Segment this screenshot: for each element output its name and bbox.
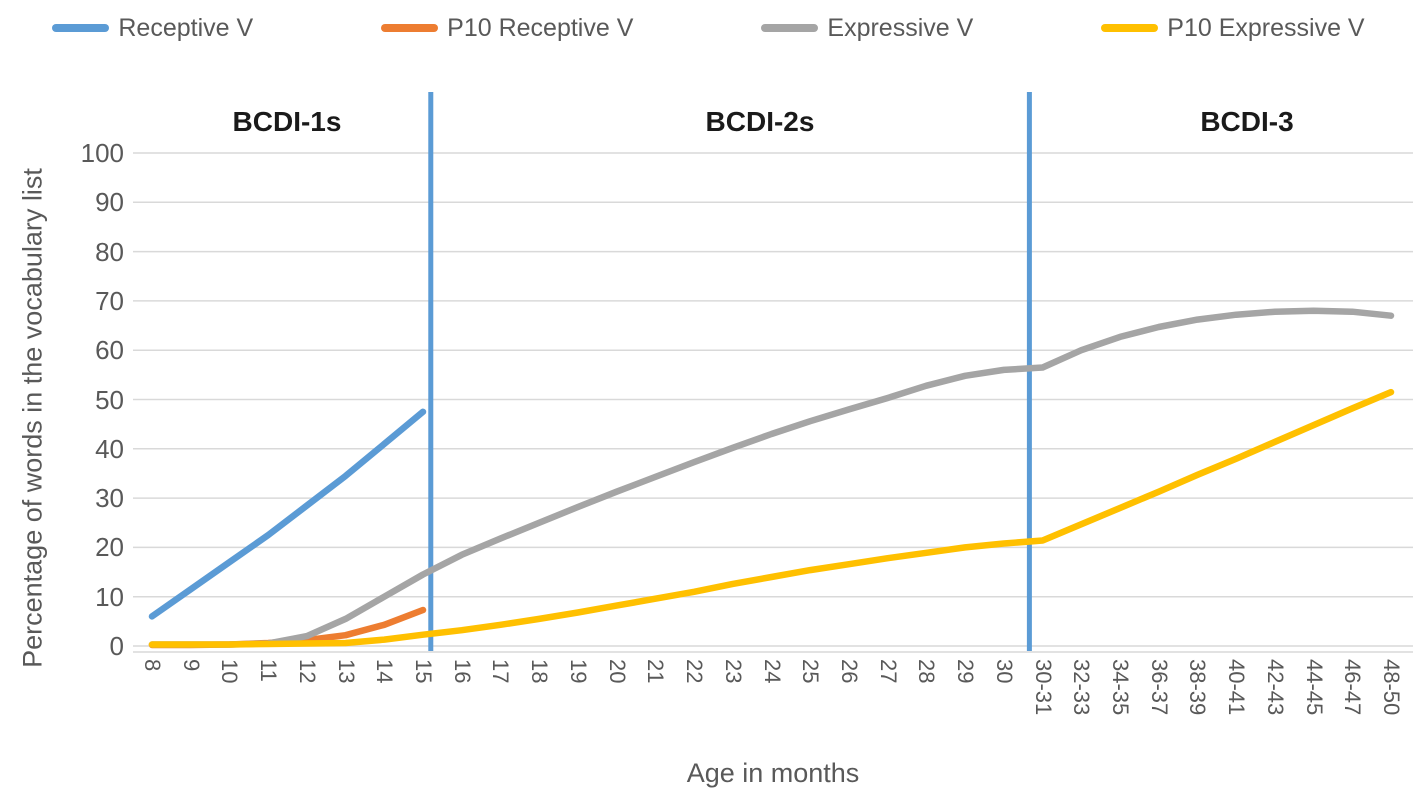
x-tick-label: 8 [140,659,165,672]
x-tick-label: 16 [449,659,475,684]
legend-item: P10 Receptive V [381,14,633,43]
x-tick-label: 12 [294,659,320,684]
x-axis-title: Age in months [686,758,860,788]
x-tick-label: 11 [256,659,282,682]
x-tick-label: 17 [488,659,514,684]
y-tick-label: 90 [95,187,124,218]
y-tick-label: 100 [80,138,124,168]
y-tick-label: 10 [95,581,124,612]
x-tick-label: 40-41 [1224,659,1250,716]
legend-label: P10 Receptive V [447,13,634,42]
x-tick-label: 26 [836,659,862,684]
x-tick-label: 36-37 [1146,659,1172,716]
x-tick-label: 18 [527,659,553,684]
legend-item: Expressive V [761,14,973,43]
x-tick-label: 29 [953,659,979,684]
x-tick-label: 30 [991,659,1017,684]
x-tick-label: 44-45 [1301,659,1327,716]
legend-label: Receptive V [118,13,254,42]
legend-marker-icon [1101,24,1159,32]
y-tick-label: 20 [95,532,124,563]
series-line-receptive-v [148,408,427,620]
x-tick-label: 23 [720,659,746,684]
x-tick-label: 9 [178,659,204,672]
x-tick-label: 15 [411,659,437,684]
legend-marker-icon [52,24,110,32]
x-tick-label: 34-35 [1108,659,1133,716]
x-tick-label: 42-43 [1262,659,1288,716]
x-tick-label: 10 [217,659,243,684]
x-tick-label: 21 [643,659,669,684]
x-tick-label: 20 [604,659,630,684]
legend: Receptive V P10 Receptive V Expressive V P1… [0,12,1417,44]
y-tick-label: 80 [95,236,124,267]
legend-item: Receptive V [52,14,253,43]
x-tick-label: 14 [372,659,398,684]
section-label: BCDI-2s [705,106,815,137]
y-tick-label: 40 [95,433,124,464]
section-label: BCDI-1s [232,106,342,137]
legend-label: Expressive V [827,13,974,42]
y-tick-label: 0 [109,631,124,661]
section-label: BCDI-3 [1200,106,1294,137]
x-tick-label: 25 [798,659,824,684]
series-line-p10-expressive-v [148,388,1395,648]
legend-item: P10 Expressive V [1101,13,1365,43]
legend-marker-icon [761,24,819,32]
x-tick-label: 27 [875,659,901,684]
x-tick-label: 38-39 [1185,659,1211,716]
legend-label: P10 Expressive V [1167,13,1365,42]
legend-marker-icon [381,24,439,32]
x-tick-label: 32-33 [1069,659,1095,716]
series-line-expressive-v [148,307,1395,648]
y-tick-label: 60 [95,335,124,366]
x-tick-label: 24 [759,659,785,684]
x-tick-label: 28 [914,659,940,684]
x-tick-label: 46-47 [1340,659,1366,716]
x-tick-label: 48-50 [1379,659,1405,716]
y-tick-label: 50 [95,384,124,415]
y-tick-label: 30 [95,483,124,514]
x-tick-label: 13 [333,659,359,684]
x-tick-label: 19 [565,659,591,684]
x-tick-label: 30-31 [1030,659,1056,716]
y-axis-title: Percentage of words in the vocabulary li… [17,168,48,668]
x-tick-label: 22 [682,659,708,684]
y-tick-label: 70 [95,285,124,316]
